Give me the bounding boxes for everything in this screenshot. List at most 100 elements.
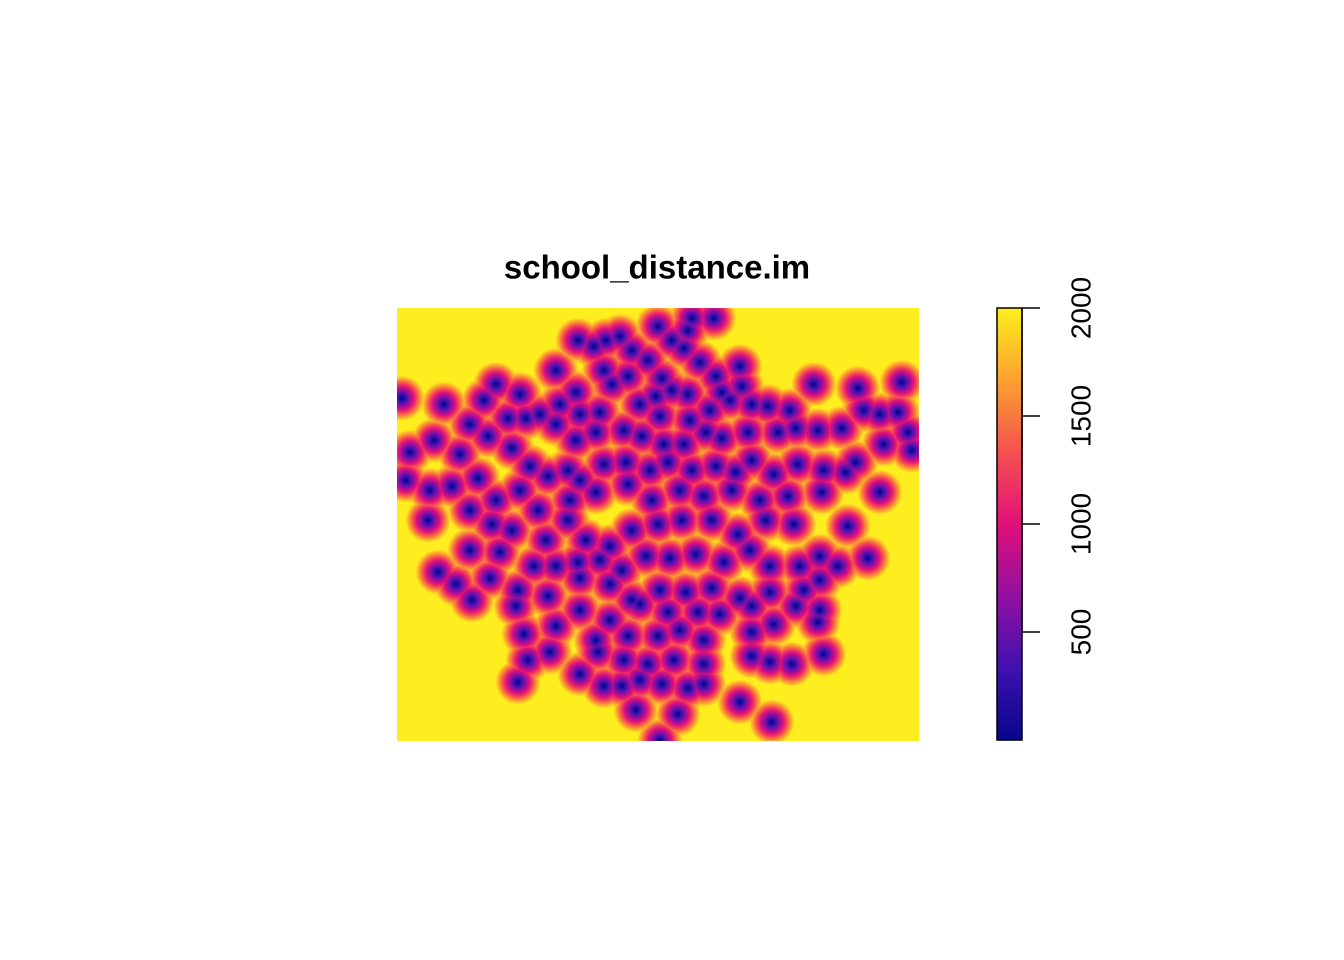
distance-band <box>515 605 517 608</box>
color-bar-step <box>997 340 1022 345</box>
distance-band <box>630 599 633 602</box>
color-bar-step <box>997 563 1022 568</box>
color-bar-step <box>997 491 1022 496</box>
distance-band <box>648 469 651 472</box>
color-bar-step <box>997 549 1022 554</box>
distance-band <box>812 383 815 386</box>
color-bar-step <box>997 484 1022 489</box>
color-bar-step <box>997 387 1022 392</box>
color-bar-step <box>997 704 1022 709</box>
distance-band <box>646 359 649 362</box>
distance-band <box>786 495 789 498</box>
distance-band <box>576 339 579 342</box>
distance-band <box>469 509 471 512</box>
distance-band <box>533 565 535 568</box>
distance-band <box>608 619 611 622</box>
distance-band <box>658 589 661 592</box>
distance-band <box>750 655 753 657</box>
color-bar-step <box>997 502 1022 507</box>
distance-band <box>626 635 629 638</box>
distance-band <box>618 335 621 338</box>
distance-band <box>728 399 731 402</box>
distance-band <box>578 413 581 416</box>
distance-band <box>576 561 579 564</box>
distance-band <box>730 489 733 492</box>
distance-band <box>592 345 595 348</box>
distance-band <box>844 471 847 474</box>
distance-band <box>738 365 741 368</box>
distance-band <box>666 611 669 614</box>
distance-band <box>598 559 601 562</box>
color-bar-step <box>997 578 1022 583</box>
color-bar-step <box>997 480 1022 485</box>
color-bar-step <box>997 520 1022 525</box>
distance-band <box>720 437 723 440</box>
distance-band <box>750 459 753 462</box>
distance-band <box>718 613 721 616</box>
color-bar-step <box>997 408 1022 413</box>
color-bar-step <box>997 700 1022 705</box>
distance-band <box>680 519 683 522</box>
distance-band <box>696 611 699 614</box>
distance-band <box>555 565 557 568</box>
distance-band <box>734 471 737 474</box>
color-bar-step <box>997 567 1022 572</box>
distance-band <box>459 453 461 456</box>
color-bar-step <box>997 545 1022 550</box>
color-bar-step <box>997 448 1022 453</box>
distance-band <box>748 549 751 552</box>
color-bar-step <box>997 556 1022 561</box>
color-bar-step <box>997 322 1022 327</box>
distance-band <box>816 429 819 432</box>
color-bar-step <box>997 412 1022 417</box>
distance-band <box>682 443 685 446</box>
distance-band <box>750 605 753 608</box>
distance-band <box>427 519 429 522</box>
color-bar-step <box>997 430 1022 435</box>
distance-band <box>630 349 633 352</box>
color-bar-step <box>997 470 1022 475</box>
distance-band <box>549 651 551 653</box>
distance-band <box>792 523 795 526</box>
color-bar-step <box>997 581 1022 586</box>
color-bar-step <box>997 632 1022 637</box>
color-bar-step <box>997 444 1022 449</box>
distance-band <box>650 499 653 502</box>
distance-band <box>788 409 791 412</box>
distance-band <box>688 419 691 422</box>
distance-band <box>798 565 801 568</box>
distance-band <box>686 393 689 396</box>
distance-band <box>694 553 697 556</box>
distance-band <box>559 403 561 406</box>
distance-band <box>820 491 823 494</box>
distance-band <box>818 579 821 582</box>
distance-band <box>722 561 725 564</box>
color-bar-step <box>997 639 1022 644</box>
color-bar-step <box>997 570 1022 575</box>
color-bar-step <box>997 729 1022 734</box>
distance-band <box>670 339 673 342</box>
distance-band <box>594 639 597 642</box>
distance-band <box>702 683 705 685</box>
distance-band <box>547 475 549 478</box>
color-bar-step <box>997 354 1022 359</box>
color-bar-step <box>997 686 1022 691</box>
distance-band <box>437 571 439 574</box>
color-bar-step <box>997 326 1022 331</box>
color-bar-step <box>997 588 1022 593</box>
color-bar-step <box>997 311 1022 316</box>
distance-band <box>704 431 707 434</box>
color-bar-step <box>997 725 1022 730</box>
distance-band <box>866 557 869 560</box>
color-bar-step <box>997 315 1022 320</box>
distance-band <box>766 405 769 408</box>
distance-band <box>574 439 577 442</box>
color-bar-step <box>997 614 1022 619</box>
distance-band <box>702 495 705 498</box>
distance-band <box>764 519 767 522</box>
color-bar-step <box>997 696 1022 701</box>
color-bar-step <box>997 434 1022 439</box>
distance-band <box>740 385 743 388</box>
color-bar-step <box>997 426 1022 431</box>
